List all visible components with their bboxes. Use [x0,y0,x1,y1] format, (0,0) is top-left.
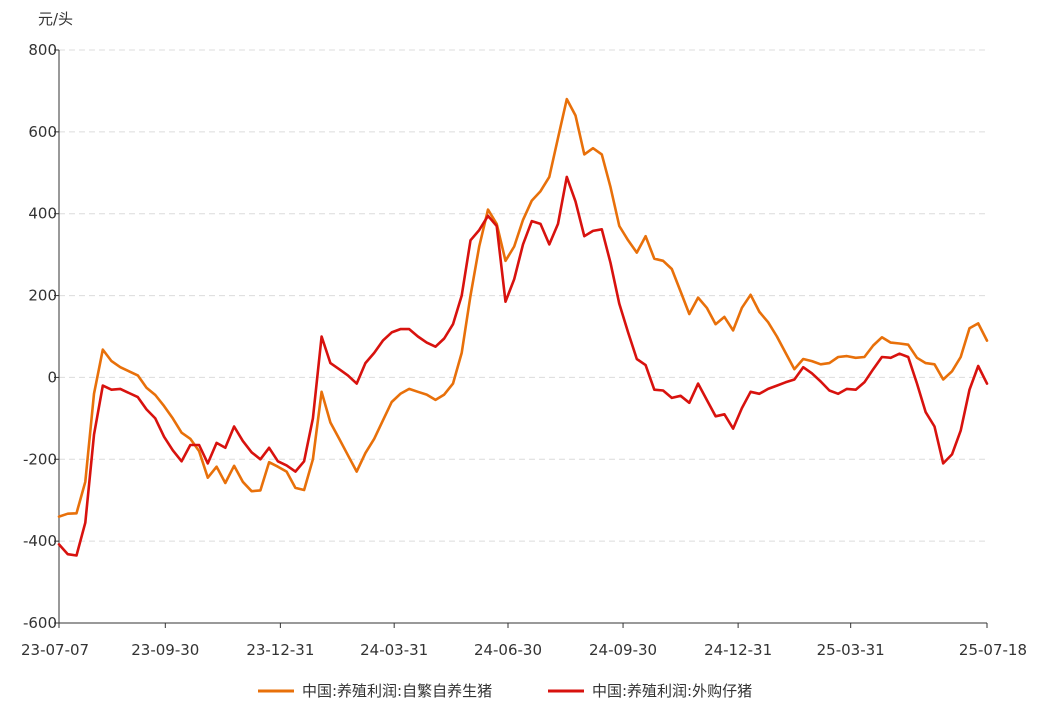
y-tick-label: 800 [28,41,57,59]
axes [54,49,988,628]
y-tick-label: -400 [23,532,57,550]
y-tick-label: -600 [23,614,57,632]
series-line-1 [57,97,989,518]
x-tick-label: 25-03-31 [817,641,885,659]
x-tick-label: 24-03-31 [360,641,428,659]
series-line-2 [57,175,989,557]
y-tick-label: 0 [47,368,57,386]
x-tick-label: 23-12-31 [246,641,314,659]
y-axis-unit-label: 元/头 [38,10,73,28]
x-axis-tick-labels: 23-07-07 23-09-30 23-12-31 24-03-31 24-06-30… [21,641,1027,659]
x-tick-label: 24-06-30 [474,641,542,659]
x-tick-label: 24-09-30 [589,641,657,659]
x-tick-label: 23-07-07 [21,641,89,659]
series-lines [57,97,989,557]
y-axis-tick-labels: -600 -400 -200 0 200 400 600 800 [23,41,57,632]
y-tick-label: 200 [28,287,57,305]
y-tick-label: 400 [28,205,57,223]
x-tick-label: 25-07-18 [959,641,1027,659]
y-tick-label: 600 [28,123,57,141]
legend-label-1: 中国:养殖利润:自繁自养生猪 [302,682,492,700]
legend-label-2: 中国:养殖利润:外购仔猪 [592,682,752,700]
grid-lines [59,49,987,542]
x-tick-label: 23-09-30 [131,641,199,659]
legend: 中国:养殖利润:自繁自养生猪 中国:养殖利润:外购仔猪 [258,682,752,700]
x-tick-label: 24-12-31 [704,641,772,659]
y-tick-label: -200 [23,450,57,468]
